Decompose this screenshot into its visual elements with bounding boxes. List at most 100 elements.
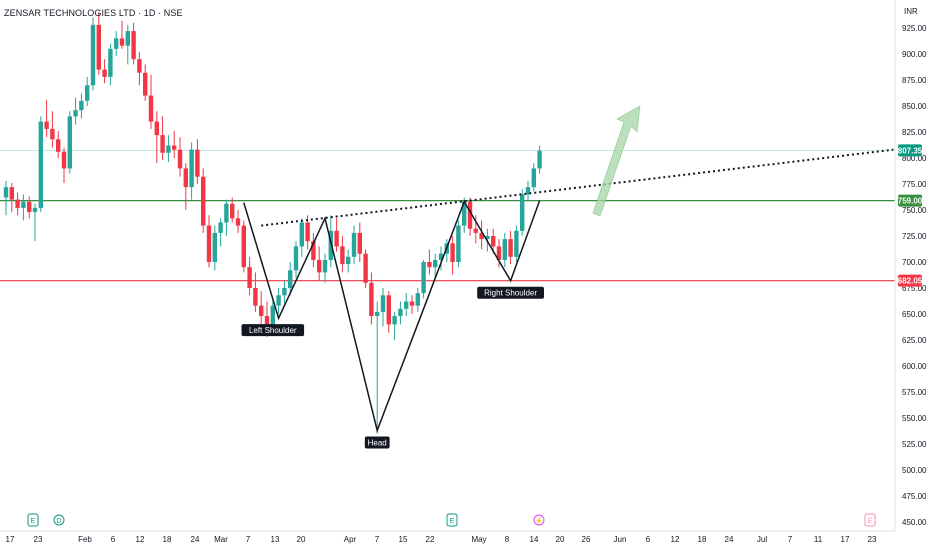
y-tick-label: 875.00 <box>902 76 927 85</box>
y-tick-label: 550.00 <box>902 414 927 423</box>
x-tick-label: 8 <box>505 535 510 544</box>
pattern-zigzag[interactable] <box>243 199 541 433</box>
time-axis[interactable]: 17 23 Feb 6 12 18 24 Mar 7 13 20 Apr 7 15 22 May 8 14 20 26… <box>0 530 895 544</box>
candle <box>322 253 328 283</box>
event-marker[interactable]: E <box>446 513 458 527</box>
y-tick-label: 450.00 <box>902 518 927 527</box>
candle <box>525 180 531 202</box>
svg-text:E: E <box>31 518 36 525</box>
x-tick-label: 26 <box>582 535 591 544</box>
candle <box>143 64 148 101</box>
annotation-label[interactable]: Head <box>364 436 390 449</box>
event-marker[interactable]: E <box>864 513 876 527</box>
candle <box>212 225 217 271</box>
y-tick-label: 825.00 <box>902 128 927 137</box>
x-tick-label: 12 <box>671 535 680 544</box>
x-tick-label: 12 <box>136 535 145 544</box>
current-price-tag: 807.35 <box>898 144 923 157</box>
candle <box>195 139 200 184</box>
candle <box>172 130 177 158</box>
x-tick-label: 7 <box>246 535 251 544</box>
candle <box>3 180 9 216</box>
candle <box>375 301 380 434</box>
x-tick-label: 14 <box>530 535 539 544</box>
x-tick-label: Jul <box>757 535 767 544</box>
y-tick-label: 900.00 <box>902 50 927 59</box>
svg-text:Left Shoulder: Left Shoulder <box>249 326 297 335</box>
annotation-label[interactable]: Right Shoulder <box>477 286 544 299</box>
x-tick-label: Apr <box>344 535 357 544</box>
candle <box>241 220 246 273</box>
candle <box>102 59 107 84</box>
y-tick-label: 750.00 <box>902 206 927 215</box>
x-tick-label: Feb <box>78 535 92 544</box>
candle <box>114 31 119 57</box>
x-tick-label: Jun <box>614 535 627 544</box>
candle <box>427 249 432 275</box>
projection-arrow[interactable] <box>592 105 641 217</box>
candle <box>357 222 362 262</box>
candle <box>108 43 113 86</box>
event-marker[interactable]: E <box>27 513 39 527</box>
y-tick-label: 800.00 <box>902 154 927 163</box>
candle <box>276 288 281 314</box>
price-axis[interactable]: INR 925.00 900.00 875.00 850.00 825.00 800.00 7… <box>894 0 927 531</box>
x-tick-label: 6 <box>646 535 651 544</box>
candle <box>508 230 513 265</box>
candle <box>386 291 391 333</box>
currency-label: INR <box>904 7 918 16</box>
y-tick-label: 475.00 <box>902 492 927 501</box>
candle <box>206 215 212 268</box>
x-tick-label: May <box>471 535 486 544</box>
event-marker[interactable]: ⚡ <box>533 514 545 526</box>
candle <box>201 168 206 233</box>
candle <box>479 220 484 250</box>
candle <box>183 163 188 210</box>
event-marker[interactable]: D <box>53 514 65 526</box>
candle <box>27 196 32 219</box>
candle <box>235 210 241 233</box>
candle <box>380 288 386 327</box>
y-tick-label: 850.00 <box>902 102 927 111</box>
price-levels <box>0 149 895 282</box>
candle <box>44 99 49 138</box>
candle <box>363 249 368 288</box>
candle <box>520 189 525 236</box>
chart-title: ZENSAR TECHNOLOGIES LTD · 1D · NSE <box>4 8 183 18</box>
x-tick-label: 18 <box>163 535 172 544</box>
candle <box>456 220 461 268</box>
annotation-label[interactable]: Left Shoulder <box>241 324 305 337</box>
svg-text:807.35: 807.35 <box>898 146 923 155</box>
resistance-price-tag: 759.00 <box>898 194 923 207</box>
candle <box>73 97 78 125</box>
head-and-shoulders-pattern <box>243 105 894 433</box>
candle <box>537 145 542 174</box>
x-tick-label: 7 <box>375 535 380 544</box>
x-tick-label: 17 <box>6 535 15 544</box>
candle <box>450 236 455 275</box>
neckline[interactable] <box>261 148 894 227</box>
candle <box>125 24 130 65</box>
x-tick-label: 7 <box>788 535 793 544</box>
x-tick-label: 24 <box>191 535 200 544</box>
candle <box>148 74 154 129</box>
svg-text:759.00: 759.00 <box>898 197 923 206</box>
candle <box>160 116 165 161</box>
candles <box>3 12 542 434</box>
candle <box>282 280 287 304</box>
x-tick-label: 23 <box>868 535 877 544</box>
y-tick-label: 675.00 <box>902 284 927 293</box>
y-tick-label: 725.00 <box>902 232 927 241</box>
candle <box>166 135 171 163</box>
candle <box>9 182 14 213</box>
candle <box>230 197 235 223</box>
x-tick-label: 6 <box>111 535 116 544</box>
candle <box>90 17 96 91</box>
x-tick-label: 20 <box>297 535 306 544</box>
candle <box>496 239 502 268</box>
x-tick-label: 22 <box>426 535 435 544</box>
candle <box>56 130 61 158</box>
candle <box>15 192 20 216</box>
svg-text:⚡: ⚡ <box>535 516 544 525</box>
